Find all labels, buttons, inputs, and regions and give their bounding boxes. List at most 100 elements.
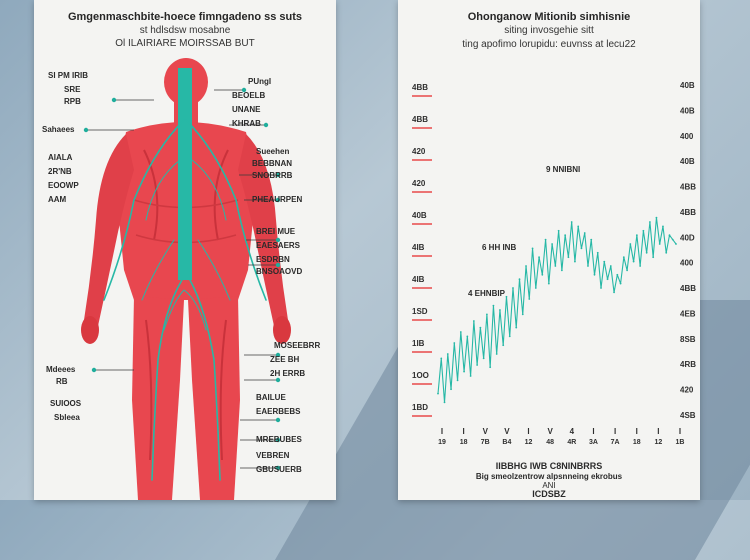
- label-right-1: PUngI: [248, 77, 272, 86]
- data-point: [499, 309, 501, 311]
- label-right-6: BEBBNAN: [252, 159, 292, 168]
- y-tick-label-right: 8SB: [680, 335, 696, 344]
- anatomy-subtitle-1: st hdlsdsw mosabne: [139, 25, 231, 36]
- data-point: [662, 225, 664, 228]
- data-point: [479, 326, 482, 329]
- anatomy-figure: [81, 58, 291, 500]
- x-tick-label: I: [679, 427, 681, 436]
- label-left-8: AAM: [48, 195, 67, 204]
- x-tick-label: I: [614, 427, 616, 436]
- data-point: [541, 273, 544, 276]
- data-point: [635, 234, 638, 237]
- data-point: [593, 273, 596, 276]
- y-tick-label-left: 1BD: [412, 403, 428, 412]
- data-point: [440, 357, 443, 360]
- data-point: [551, 243, 554, 245]
- data-point: [606, 278, 609, 281]
- x-tick-label-secondary: 1B: [676, 439, 685, 446]
- y-tick-label-right: 40B: [680, 157, 695, 166]
- data-point: [443, 401, 446, 404]
- data-point: [603, 260, 606, 263]
- label-right-18: MREBUBES: [256, 435, 302, 444]
- data-point: [508, 335, 511, 338]
- data-point: [632, 260, 635, 263]
- data-point: [645, 251, 648, 254]
- y-tick-label-left: 4IB: [412, 243, 425, 252]
- data-point: [544, 238, 547, 241]
- data-point: [482, 357, 485, 360]
- x-tick-label: V: [483, 427, 489, 436]
- x-tick-label-secondary: 12: [654, 439, 662, 446]
- data-point: [613, 291, 615, 294]
- x-tick-label: I: [527, 427, 529, 436]
- y-tick-label-left: 4IB: [412, 275, 425, 284]
- data-point: [554, 265, 557, 267]
- label-left-10: RB: [56, 377, 68, 386]
- x-tick-label-secondary: 18: [460, 439, 468, 446]
- x-tick-label-secondary: B4: [502, 439, 511, 446]
- x-tick-label: I: [441, 427, 443, 436]
- label-left-12: Sbleea: [54, 413, 80, 422]
- y-tick-label-right: 40B: [680, 106, 695, 115]
- label-right-11: ESDRBN: [256, 255, 290, 264]
- label-right-10: EAESAERS: [256, 241, 301, 250]
- label-leaders: [86, 89, 278, 469]
- chart-footer-4: ICDSBZ: [532, 489, 566, 499]
- anatomy-panel: Gmgenmaschbite-hoece fimngadeno ss suts …: [34, 0, 336, 500]
- data-point: [466, 335, 469, 338]
- chart-annotation-1: 6 HH INB: [482, 243, 517, 252]
- label-left-9: Mdeees: [46, 365, 76, 374]
- label-left-5: AIALA: [48, 153, 73, 162]
- data-point: [512, 287, 514, 289]
- label-left-11: SUIOOS: [50, 399, 82, 408]
- data-point: [534, 287, 537, 289]
- data-point: [590, 238, 593, 241]
- data-point: [675, 243, 677, 245]
- chart-footer-2: Big smeolzentrow alpsnneing ekrobus: [475, 472, 623, 481]
- label-left-4: Sahaees: [42, 125, 75, 134]
- y-tick-label-right: 4BB: [680, 284, 696, 293]
- label-right-13: MOSEEBRR: [274, 341, 321, 350]
- label-right-7: SNOBRRB: [252, 171, 293, 180]
- y-tick-label-left: 1OO: [412, 371, 429, 380]
- label-right-20: GBUSUERB: [256, 465, 302, 474]
- data-point: [560, 269, 563, 272]
- x-tick-label: I: [592, 427, 594, 436]
- y-tick-label-right: 4SB: [680, 411, 696, 420]
- label-left-7: EOOWP: [48, 181, 79, 190]
- label-right-4: KHRAB: [232, 119, 261, 128]
- data-point: [521, 313, 524, 316]
- data-point: [538, 256, 540, 259]
- data-point: [437, 392, 439, 395]
- x-tick-label: 4: [570, 427, 575, 436]
- label-right-14: ZEE BH: [270, 355, 300, 364]
- data-point: [642, 229, 645, 232]
- y-tick-label-left: 1SD: [412, 307, 428, 316]
- x-tick-label: V: [548, 427, 554, 436]
- y-tick-label-right: 4BB: [680, 208, 696, 217]
- data-point: [469, 375, 472, 377]
- data-point: [619, 282, 622, 285]
- data-point: [459, 331, 462, 333]
- x-tick-label-secondary: 12: [525, 439, 533, 446]
- data-point: [528, 298, 531, 300]
- data-point: [476, 364, 479, 366]
- anatomy-title: Gmgenmaschbite-hoece fimngadeno ss suts: [67, 11, 303, 23]
- data-point: [518, 278, 521, 281]
- x-tick-label-secondary: 48: [546, 439, 554, 446]
- chart-footer-3: ANI: [542, 481, 556, 490]
- data-point: [580, 247, 583, 250]
- label-right-3: UNANE: [232, 105, 261, 114]
- data-point: [505, 295, 508, 298]
- x-tick-label-secondary: 4R: [567, 439, 576, 446]
- data-point: [489, 366, 492, 369]
- data-point: [596, 251, 599, 254]
- data-point: [463, 370, 465, 373]
- data-point: [495, 353, 498, 355]
- data-point: [515, 326, 518, 329]
- chart-footer-1: IIBBHG IWB C8NINBRRS: [495, 461, 603, 471]
- data-point: [622, 256, 625, 259]
- x-tick-label-secondary: 7B: [481, 439, 490, 446]
- anatomy-subtitle-2: Ol ILAIRIARE MOIRSSAB BUT: [115, 38, 255, 49]
- label-dots: [83, 87, 281, 471]
